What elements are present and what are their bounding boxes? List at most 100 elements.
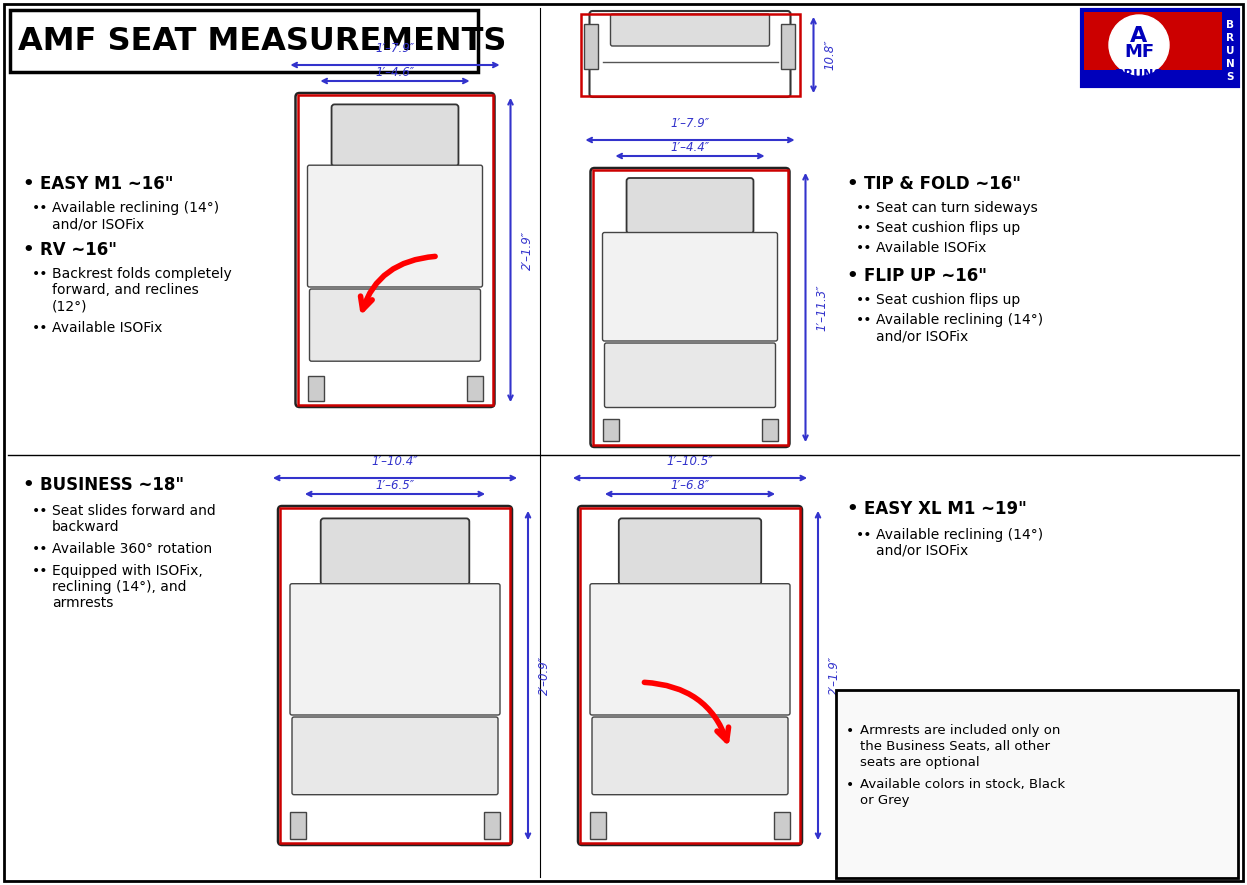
Text: AMF SEAT MEASUREMENTS: AMF SEAT MEASUREMENTS [17, 26, 506, 57]
Text: N: N [1226, 59, 1235, 69]
FancyBboxPatch shape [292, 717, 498, 795]
Circle shape [1109, 15, 1168, 75]
Text: ••: •• [855, 313, 873, 327]
Bar [602, 419, 619, 441]
Text: 1′–10.4″: 1′–10.4″ [372, 455, 418, 468]
FancyBboxPatch shape [296, 93, 495, 407]
Bar [584, 24, 597, 69]
Text: FLIP UP ~16": FLIP UP ~16" [864, 267, 986, 285]
Text: the Business Seats, all other: the Business Seats, all other [860, 740, 1050, 753]
FancyBboxPatch shape [619, 519, 761, 585]
Text: 2′–1.9″: 2′–1.9″ [520, 230, 534, 270]
Text: 1′–6.8″: 1′–6.8″ [671, 479, 710, 492]
Bar [10, 10, 478, 72]
FancyBboxPatch shape [592, 717, 788, 795]
Text: BUSINESS ~18": BUSINESS ~18" [40, 476, 185, 494]
Text: Backrest folds completely: Backrest folds completely [52, 267, 232, 281]
Text: 1′–7.9″: 1′–7.9″ [375, 42, 414, 55]
Text: and/or ISOFix: and/or ISOFix [875, 544, 968, 558]
Text: Available reclining (14°): Available reclining (14°) [875, 313, 1044, 327]
Text: Available reclining (14°): Available reclining (14°) [875, 528, 1044, 542]
Bar [291, 812, 306, 839]
Text: 1′–4.6″: 1′–4.6″ [375, 66, 414, 79]
FancyArrowPatch shape [360, 257, 435, 310]
Text: 1′–10.5″: 1′–10.5″ [667, 455, 713, 468]
FancyBboxPatch shape [291, 584, 500, 715]
Text: 2′–1.9″: 2′–1.9″ [828, 656, 840, 695]
Text: BRUNS: BRUNS [1115, 68, 1163, 81]
Bar [308, 376, 323, 401]
Text: MF: MF [1124, 43, 1153, 61]
Text: •: • [845, 175, 858, 193]
Bar [592, 170, 788, 445]
Bar [835, 690, 1238, 878]
Text: 1′–11.3″: 1′–11.3″ [816, 284, 828, 331]
Text: ••: •• [855, 241, 873, 255]
Text: ••: •• [32, 504, 49, 518]
Text: 1′–6.5″: 1′–6.5″ [375, 479, 414, 492]
FancyBboxPatch shape [332, 104, 459, 166]
Text: 1′–7.9″: 1′–7.9″ [671, 117, 710, 130]
Text: Seat slides forward and: Seat slides forward and [52, 504, 216, 518]
Bar [580, 508, 801, 843]
Text: Available ISOFix: Available ISOFix [52, 321, 162, 335]
Text: armrests: armrests [52, 596, 113, 610]
Bar [781, 24, 794, 69]
Text: or Grey: or Grey [860, 794, 909, 807]
Text: ••: •• [32, 201, 49, 215]
Text: Available reclining (14°): Available reclining (14°) [52, 201, 219, 215]
Text: 10.8″: 10.8″ [823, 40, 837, 70]
FancyBboxPatch shape [605, 343, 776, 407]
FancyBboxPatch shape [309, 289, 480, 361]
Text: A: A [1130, 26, 1147, 46]
Bar [1082, 10, 1238, 86]
Text: •: • [22, 241, 34, 259]
Text: forward, and reclines: forward, and reclines [52, 283, 198, 297]
Text: Seat cushion flips up: Seat cushion flips up [875, 221, 1020, 235]
Text: Available colors in stock, Black: Available colors in stock, Black [860, 778, 1065, 791]
Text: ••: •• [32, 267, 49, 281]
Text: and/or ISOFix: and/or ISOFix [875, 329, 968, 343]
Text: ••: •• [855, 221, 873, 235]
FancyBboxPatch shape [590, 11, 791, 97]
Text: Seat can turn sideways: Seat can turn sideways [875, 201, 1038, 215]
Bar [1084, 12, 1222, 70]
FancyBboxPatch shape [579, 506, 802, 845]
FancyBboxPatch shape [591, 168, 789, 447]
Text: 2′–0.9″: 2′–0.9″ [537, 656, 551, 695]
Text: and/or ISOFix: and/or ISOFix [52, 217, 145, 231]
Text: R: R [1226, 33, 1235, 43]
Text: •: • [845, 778, 854, 792]
Text: seats are optional: seats are optional [860, 756, 980, 769]
Text: •: • [845, 267, 858, 285]
FancyBboxPatch shape [602, 233, 777, 341]
Text: ••: •• [32, 564, 49, 578]
Text: EASY M1 ~16": EASY M1 ~16" [40, 175, 173, 193]
Text: RV ~16": RV ~16" [40, 241, 117, 259]
FancyBboxPatch shape [611, 14, 769, 46]
Text: ••: •• [855, 293, 873, 307]
Text: EASY XL M1 ~19": EASY XL M1 ~19" [864, 500, 1026, 518]
Bar [298, 95, 493, 405]
Text: Armrests are included only on: Armrests are included only on [860, 724, 1060, 737]
Text: •: • [845, 500, 858, 518]
Text: Equipped with ISOFix,: Equipped with ISOFix, [52, 564, 203, 578]
Text: •: • [22, 476, 34, 494]
Text: 1′–4.4″: 1′–4.4″ [671, 141, 710, 154]
FancyBboxPatch shape [308, 165, 483, 287]
Bar [466, 376, 483, 401]
Text: ••: •• [32, 542, 49, 556]
Text: reclining (14°), and: reclining (14°), and [52, 580, 187, 594]
FancyArrowPatch shape [645, 682, 728, 741]
FancyBboxPatch shape [278, 506, 513, 845]
Bar [762, 419, 777, 441]
Bar [281, 508, 510, 843]
Text: Available ISOFix: Available ISOFix [875, 241, 986, 255]
Text: ••: •• [855, 201, 873, 215]
Text: Seat cushion flips up: Seat cushion flips up [875, 293, 1020, 307]
Text: U: U [1226, 46, 1235, 56]
Text: ••: •• [855, 528, 873, 542]
Text: Available 360° rotation: Available 360° rotation [52, 542, 212, 556]
Bar [484, 812, 500, 839]
Text: backward: backward [52, 520, 120, 534]
